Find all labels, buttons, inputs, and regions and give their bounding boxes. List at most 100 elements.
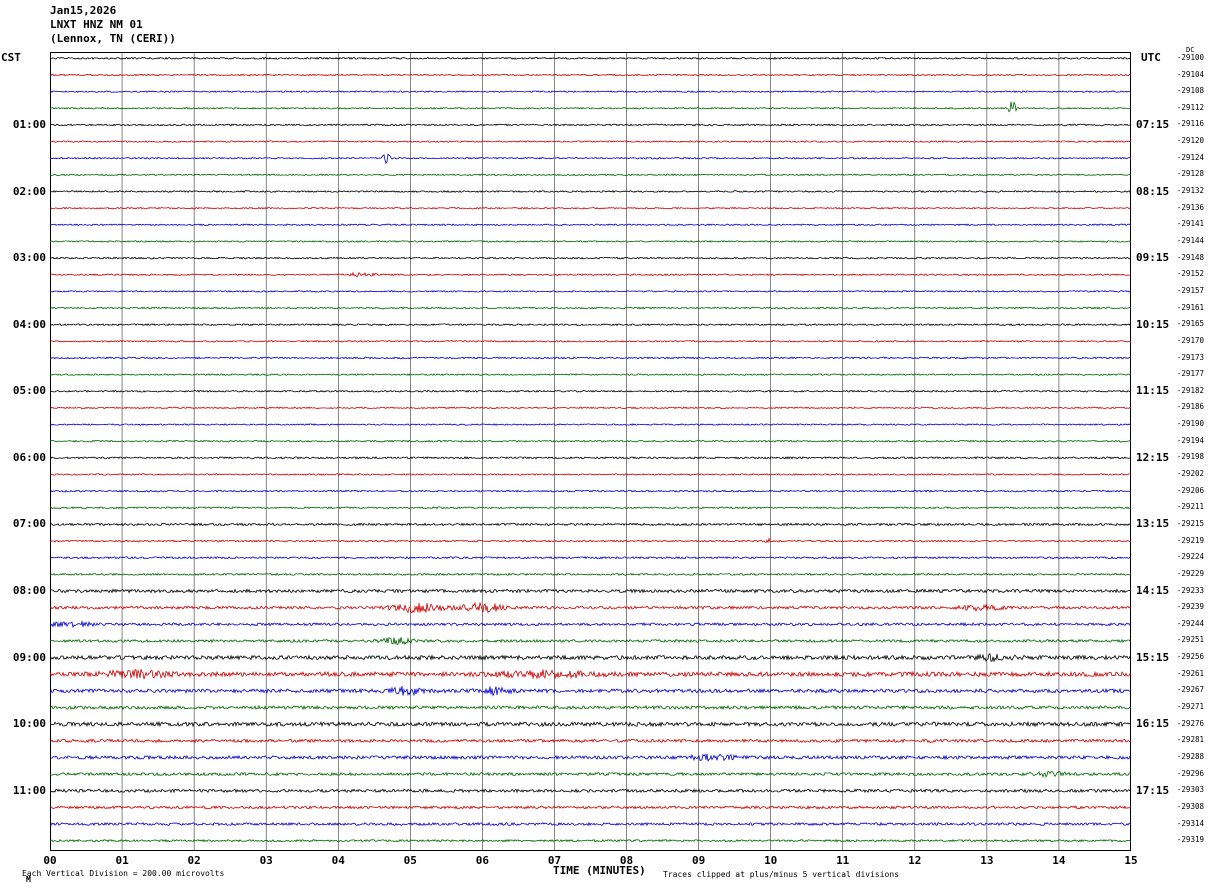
seismic-trace <box>50 389 1131 393</box>
seismic-trace <box>50 556 1131 560</box>
x-tick-label: 14 <box>1052 854 1066 867</box>
dc-offset-label: -29128 <box>1176 169 1204 179</box>
plot-border <box>50 52 1131 851</box>
dc-offset-label: -29144 <box>1176 235 1204 245</box>
dc-offset-label: -29271 <box>1176 702 1204 711</box>
seismic-trace <box>50 123 1131 127</box>
seismic-trace <box>50 223 1131 227</box>
scale-note: Each Vertical Division = 200.00 microvol… <box>22 869 225 878</box>
utc-hour-label: 09:15 <box>1136 251 1170 265</box>
seismic-trace <box>50 189 1131 193</box>
dc-offset-label: -29215 <box>1176 518 1204 528</box>
dc-offset-label: -29136 <box>1176 202 1204 212</box>
utc-hour-label: 17:15 <box>1136 783 1170 797</box>
x-tick-label: 08 <box>619 854 634 867</box>
cst-hour-label: 05:00 <box>12 384 46 398</box>
seismic-trace <box>50 140 1131 143</box>
cst-hour-label: 07:00 <box>12 517 46 531</box>
cst-hour-label: 10:00 <box>12 717 46 731</box>
seismic-trace <box>50 601 1131 614</box>
dc-offset-label: -29319 <box>1176 835 1204 845</box>
cst-hour-label: 11:00 <box>12 783 46 797</box>
seismic-trace <box>50 805 1131 810</box>
seismic-trace <box>50 73 1131 77</box>
cst-hour-label: 02:00 <box>12 184 46 198</box>
dc-offset-label: -29288 <box>1176 752 1204 761</box>
dc-offset-label: -29152 <box>1176 269 1204 279</box>
x-tick-label: 07 <box>547 854 562 867</box>
dc-offset-label: -29239 <box>1176 602 1204 612</box>
seismogram-svg <box>50 52 1131 851</box>
seismic-trace <box>50 838 1131 843</box>
dc-offset-label: -29161 <box>1176 302 1204 312</box>
utc-hour-label: 13:15 <box>1136 517 1170 531</box>
dc-offset-label: -29224 <box>1176 552 1204 562</box>
x-axis-title: TIME (MINUTES) <box>553 864 646 877</box>
seismic-trace <box>50 256 1131 260</box>
cst-axis-header: CST <box>1 51 21 64</box>
utc-axis-header: UTC <box>1141 51 1161 64</box>
dc-offset-label: -29116 <box>1176 119 1204 129</box>
cst-hour-label: 03:00 <box>12 251 46 265</box>
dc-offset-label: -29132 <box>1176 186 1204 195</box>
seismic-trace <box>50 788 1131 794</box>
seismic-trace <box>50 306 1131 310</box>
x-tick-label: 15 <box>1124 854 1138 867</box>
utc-hour-label: 10:15 <box>1136 317 1170 331</box>
dc-offset-label: -29194 <box>1176 435 1204 445</box>
dc-offset-label: -29124 <box>1176 152 1204 162</box>
seismic-trace <box>50 572 1131 576</box>
logo-mark: M <box>26 875 31 884</box>
dc-offset-label: -29198 <box>1176 452 1204 462</box>
title-block: Jan15,2026 LNXT HNZ NM 01 (Lennox, TN (C… <box>50 4 176 46</box>
dc-offset-label: -29202 <box>1176 469 1204 478</box>
utc-hour-label: 07:15 <box>1136 117 1170 131</box>
dc-offset-label: -29314 <box>1176 818 1204 828</box>
x-tick-label: 06 <box>475 854 490 867</box>
dc-offset-label: -29267 <box>1176 685 1204 695</box>
seismic-trace <box>50 506 1131 510</box>
dc-offset-label: -29190 <box>1176 419 1204 428</box>
seismic-trace <box>50 704 1131 711</box>
seismic-trace <box>50 271 1131 278</box>
dc-offset-label: -29229 <box>1176 568 1204 578</box>
clip-note: Traces clipped at plus/minus 5 vertical … <box>663 870 900 879</box>
title-station: LNXT HNZ NM 01 <box>50 18 143 31</box>
dc-offset-label: -29165 <box>1176 319 1204 329</box>
seismic-trace <box>50 753 1131 762</box>
cst-hour-label: 01:00 <box>12 117 46 131</box>
cst-hour-label: 04:00 <box>12 317 46 331</box>
seismic-trace <box>50 653 1131 663</box>
dc-offset-label: -29104 <box>1176 69 1204 79</box>
dc-offset-label: -29281 <box>1176 735 1204 745</box>
seismic-trace <box>50 456 1131 460</box>
dc-offset-label: -29303 <box>1176 785 1204 795</box>
seismic-trace <box>50 473 1131 476</box>
x-tick-label: 12 <box>908 854 922 867</box>
seismic-trace <box>50 153 1131 165</box>
dc-offset-label: -29211 <box>1176 502 1204 512</box>
seismic-trace <box>50 406 1131 410</box>
x-tick-label: 05 <box>403 854 417 867</box>
seismic-trace <box>50 173 1131 177</box>
seismic-trace <box>50 339 1131 343</box>
dc-offset-label: -29120 <box>1176 136 1204 146</box>
seismic-trace <box>50 290 1131 293</box>
utc-hour-label: 11:15 <box>1136 384 1170 398</box>
dc-offset-label: -29251 <box>1176 635 1204 645</box>
seismic-trace <box>50 720 1131 728</box>
seismic-trace <box>50 356 1131 360</box>
dc-offset-label: -29219 <box>1176 535 1204 545</box>
title-date: Jan15,2026 <box>50 4 117 17</box>
dc-offset-label: -29296 <box>1176 768 1204 778</box>
title-location: (Lennox, TN (CERI)) <box>50 32 176 45</box>
dc-offset-label: -29182 <box>1176 385 1204 395</box>
dc-offset-header: DC <box>1186 46 1195 54</box>
dc-offset-label: -29276 <box>1176 718 1204 728</box>
seismic-trace <box>50 537 1131 544</box>
dc-offset-label: -29308 <box>1176 801 1204 811</box>
seismic-trace <box>50 620 1131 629</box>
cst-hour-label: 08:00 <box>12 584 46 597</box>
seismic-trace <box>50 489 1131 493</box>
